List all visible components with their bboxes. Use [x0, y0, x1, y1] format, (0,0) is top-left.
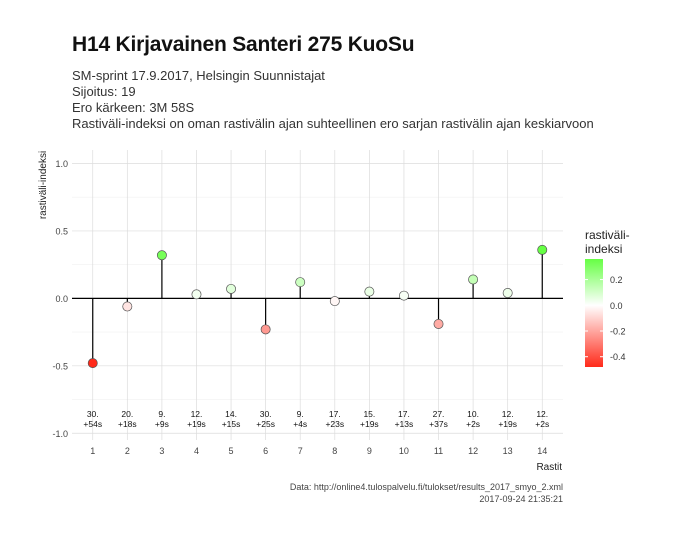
data-label-rank: 17.	[398, 409, 410, 419]
x-tick-label: 4	[194, 446, 199, 456]
marks	[87, 244, 548, 369]
y-tick-label: 1.0	[55, 159, 68, 169]
legend-label: -0.4	[610, 352, 626, 362]
data-label-time: +23s	[325, 419, 344, 429]
data-label-time: +25s	[256, 419, 275, 429]
subtitle-line-description: Rastiväli-indeksi on oman rastivälin aja…	[72, 116, 594, 131]
x-tick-label: 6	[263, 446, 268, 456]
legend-label: -0.2	[610, 327, 626, 337]
legend-label: 0.0	[610, 301, 623, 311]
data-label-rank: 15.	[363, 409, 375, 419]
x-tick-label: 9	[367, 446, 372, 456]
data-label-rank: 9.	[158, 409, 165, 419]
x-tick-label: 2	[125, 446, 130, 456]
y-axis-label: rastiväli-indeksi	[38, 151, 49, 219]
data-label-time: +4s	[293, 419, 307, 429]
chart-title: H14 Kirjavainen Santeri 275 KuoSu	[72, 33, 415, 56]
legend-title-line2: indeksi	[585, 242, 622, 256]
y-tick-label: 0.5	[55, 226, 68, 236]
lollipop-point	[226, 283, 237, 294]
y-tick-label: 0.0	[55, 294, 68, 304]
lollipop-point	[364, 286, 375, 297]
y-tick-label: -1.0	[52, 429, 68, 439]
lollipop-point	[295, 277, 306, 288]
data-label-time: +19s	[498, 419, 517, 429]
lollipop-point	[122, 301, 133, 312]
caption-source: Data: http://online4.tulospalvelu.fi/tul…	[289, 482, 563, 492]
legend-colorbar	[585, 259, 603, 367]
x-tick-label: 10	[399, 446, 409, 456]
lollipop-point	[398, 290, 409, 301]
data-label-rank: 30.	[87, 409, 99, 419]
data-label-time: +2s	[535, 419, 549, 429]
data-label-rank: 17.	[329, 409, 341, 419]
caption-timestamp: 2017-09-24 21:35:21	[479, 494, 563, 504]
x-tick-label: 3	[159, 446, 164, 456]
data-label-time: +13s	[395, 419, 414, 429]
x-tick-label: 5	[229, 446, 234, 456]
grid	[72, 150, 563, 440]
chart-subtitle: SM-sprint 17.9.2017, Helsingin Suunnista…	[72, 68, 594, 132]
axes: 1.00.50.0-0.5-1.01 2 3 4 5 6 7 8 9 10 11 12 13 14	[52, 159, 563, 456]
data-label-time: +37s	[429, 419, 448, 429]
data-label-time: +19s	[187, 419, 206, 429]
data-label-rank: 20.	[121, 409, 133, 419]
lollipop-point	[433, 319, 444, 329]
lollipop-point	[191, 289, 202, 300]
x-tick-label: 13	[503, 446, 513, 456]
subtitle-line-rank: Sijoitus: 19	[72, 84, 136, 99]
x-axis-label: Rastit	[536, 462, 562, 473]
lollipop-point	[260, 324, 271, 335]
data-label-time: +54s	[83, 419, 102, 429]
data-label-time: +9s	[155, 419, 169, 429]
legend-title-line1: rastiväli-	[585, 228, 630, 242]
data-label-rank: 27.	[433, 409, 445, 419]
chart-caption: Data: http://online4.tulospalvelu.fi/tul…	[290, 481, 563, 505]
data-label-rank: 12.	[536, 409, 548, 419]
data-label-rank: 14.	[225, 409, 237, 419]
data-labels: 30.+54s20.+18s9.+9s12.+19s14.+15s30.+25s…	[83, 409, 549, 429]
data-label-rank: 12.	[502, 409, 514, 419]
x-tick-label: 14	[537, 446, 547, 456]
x-tick-label: 7	[298, 446, 303, 456]
legend: rastiväli- indeksi 0.2 0.0 -0.2 -0.4	[585, 228, 630, 367]
subtitle-line-event: SM-sprint 17.9.2017, Helsingin Suunnista…	[72, 68, 325, 83]
lollipop-point	[87, 358, 98, 369]
data-label-time: +19s	[360, 419, 379, 429]
data-label-rank: 10.	[467, 409, 479, 419]
y-tick-label: -0.5	[52, 361, 68, 371]
subtitle-line-gap: Ero kärkeen: 3M 58S	[72, 100, 195, 115]
lollipop-point	[502, 288, 513, 298]
data-label-rank: 30.	[260, 409, 272, 419]
lollipop-point	[468, 274, 479, 285]
x-tick-label: 12	[468, 446, 478, 456]
x-tick-label: 8	[332, 446, 337, 456]
x-tick-label: 1	[90, 446, 95, 456]
data-label-rank: 12.	[191, 409, 203, 419]
data-label-time: +15s	[222, 419, 241, 429]
lollipop-point	[537, 244, 548, 255]
legend-label: 0.2	[610, 275, 623, 285]
lollipop-point	[156, 250, 167, 261]
data-label-time: +2s	[466, 419, 480, 429]
x-tick-label: 11	[434, 446, 443, 456]
data-label-rank: 9.	[297, 409, 304, 419]
lollipop-point	[329, 296, 340, 307]
data-label-time: +18s	[118, 419, 137, 429]
